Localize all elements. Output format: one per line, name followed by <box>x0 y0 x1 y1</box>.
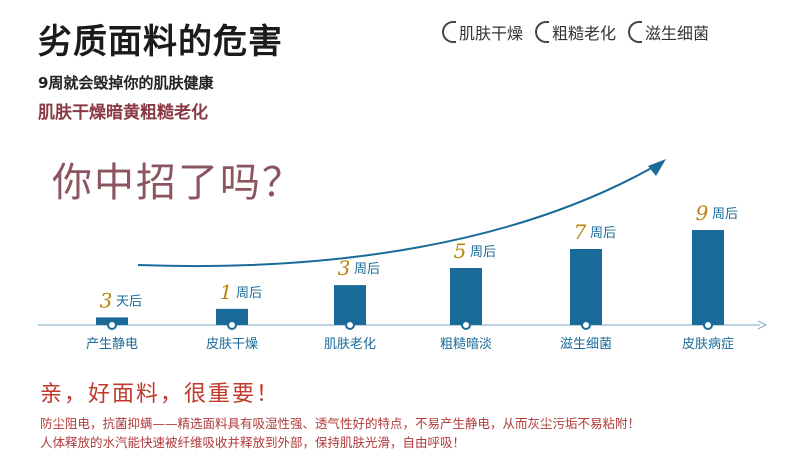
bar-value-label: 5 <box>454 239 467 263</box>
category-label: 皮肤干燥 <box>206 337 258 352</box>
bar-marker <box>345 320 355 330</box>
axis-arrow-icon <box>757 320 768 330</box>
bar-marker <box>227 320 237 330</box>
description-line: 人体释放的水汽能快速被纤维吸收并释放到外部，保持肌肤光滑，自由呼吸！ <box>40 435 466 450</box>
tagline: 亲，好面料，很重要！ <box>40 382 281 407</box>
description: 防尘阻电，抗菌抑螨——精选面料具有吸湿性强、透气性好的特点，不易产生静电，从而灰… <box>40 414 640 452</box>
description-line: 防尘阻电，抗菌抑螨——精选面料具有吸湿性强、透气性好的特点，不易产生静电，从而灰… <box>40 416 641 431</box>
bracket-icon <box>628 21 643 43</box>
subtitle-weeks: 9周就会毁掉你的肌肤健康 <box>38 74 214 92</box>
tag-list: 肌肤干燥 粗糙老化 滋生细菌 <box>442 20 709 44</box>
category-label: 滋生细菌 <box>560 337 612 352</box>
subtitle-symptoms: 肌肤干燥暗黄粗糙老化 <box>38 103 208 123</box>
bracket-icon <box>442 21 456 43</box>
bar-unit-label: 周后 <box>590 226 616 241</box>
bar <box>692 230 724 325</box>
tag-label: 肌肤干燥 <box>459 24 524 43</box>
bar-value-label: 9 <box>696 201 709 225</box>
bar <box>570 249 602 325</box>
question-heading: 你中招了吗？ <box>52 160 304 206</box>
bar <box>450 268 482 325</box>
bar-unit-label: 周后 <box>470 245 496 260</box>
tag-item: 粗糙老化 <box>535 20 616 44</box>
bar-unit-label: 天后 <box>116 294 142 309</box>
bar-value-label: 3 <box>100 288 113 312</box>
bar-marker <box>703 320 713 330</box>
trend-curve <box>137 161 663 268</box>
page-title: 劣质面料的危害 <box>38 22 283 62</box>
bar-marker <box>581 320 591 330</box>
tag-item: 肌肤干燥 <box>442 20 523 44</box>
category-label: 皮肤病症 <box>682 337 734 352</box>
bar-marker <box>107 320 117 330</box>
bar-unit-label: 周后 <box>712 207 738 222</box>
bar <box>216 308 248 325</box>
bar-unit-label: 周后 <box>236 286 262 301</box>
bar-value-label: 1 <box>220 280 233 304</box>
bar <box>334 285 366 325</box>
bar-value-label: 7 <box>574 220 587 244</box>
category-label: 产生静电 <box>86 337 138 352</box>
bar-unit-label: 周后 <box>354 262 380 277</box>
tag-label: 粗糙老化 <box>552 24 617 43</box>
category-label: 粗糙暗淡 <box>440 337 492 352</box>
category-label: 肌肤老化 <box>324 337 376 352</box>
bracket-icon <box>535 21 550 43</box>
trend-arrowhead-icon <box>648 159 666 176</box>
bar-marker <box>461 320 471 330</box>
tag-label: 滋生细菌 <box>645 24 710 43</box>
tag-item: 滋生细菌 <box>628 20 709 44</box>
bar-value-label: 3 <box>338 256 351 280</box>
